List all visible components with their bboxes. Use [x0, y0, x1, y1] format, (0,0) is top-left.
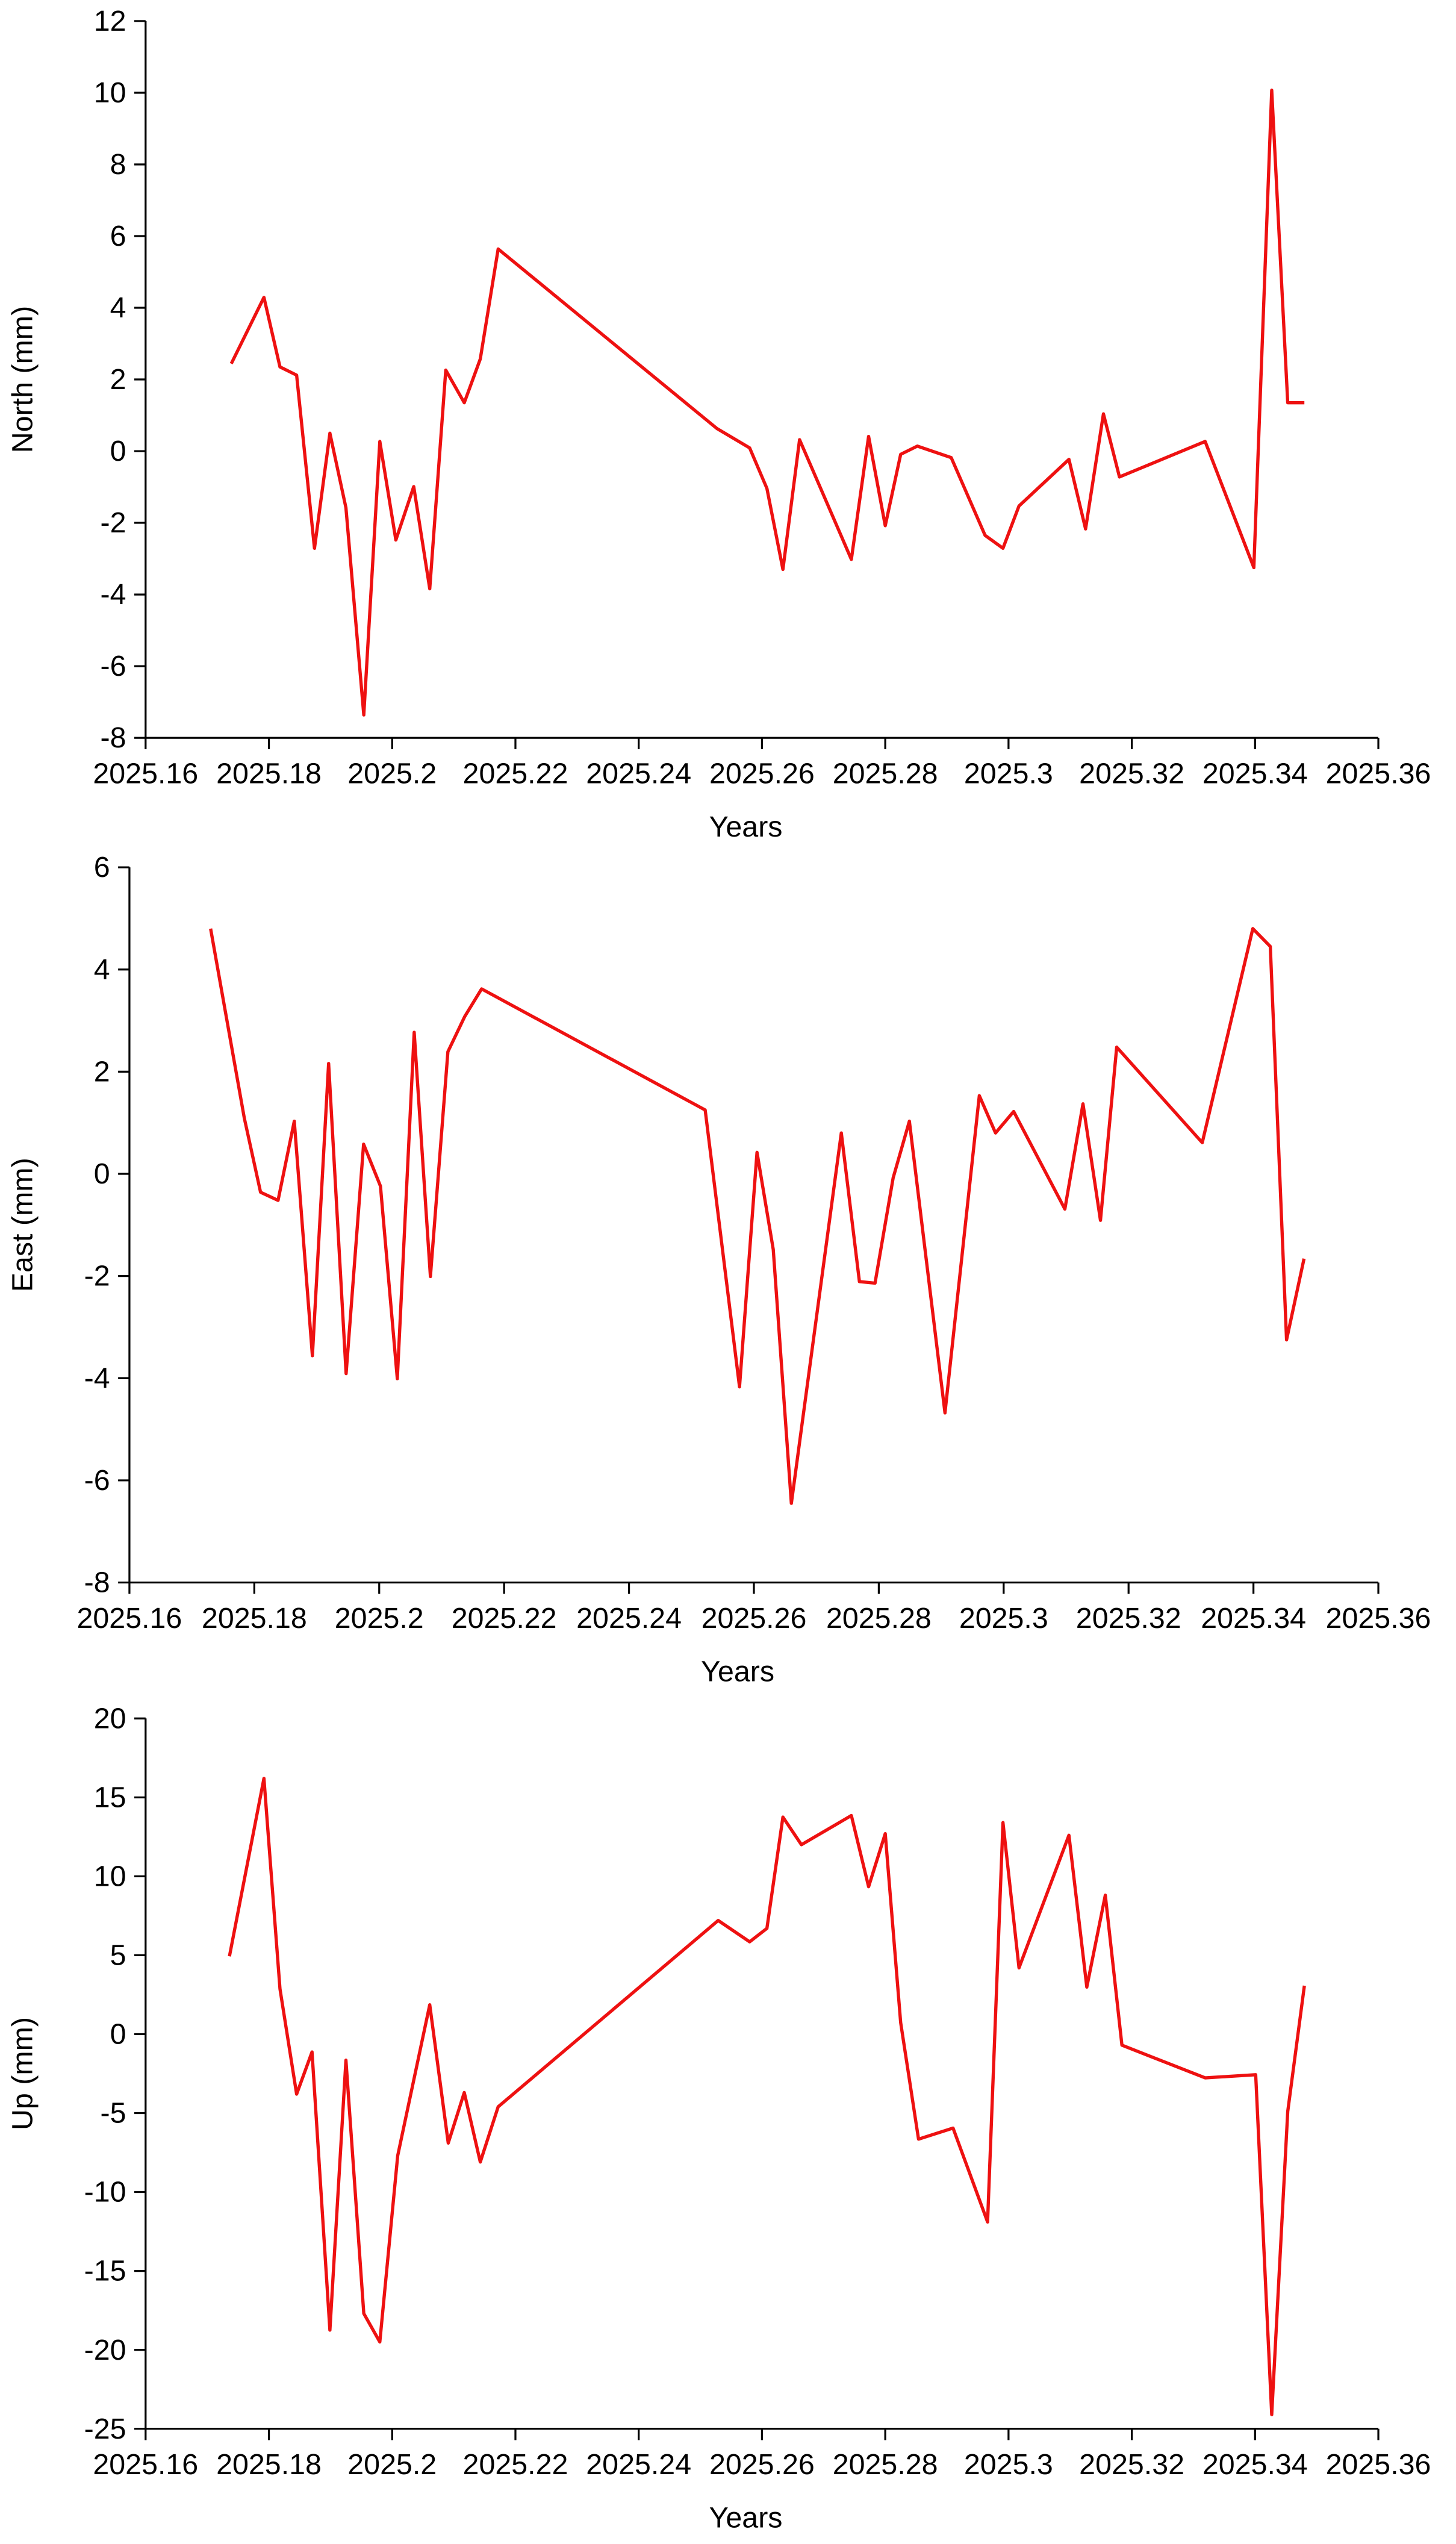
x-tick-label: 2025.16: [93, 2448, 198, 2481]
y-tick-label: 4: [110, 292, 126, 324]
x-tick-label: 2025.28: [833, 757, 938, 790]
y-tick-label: 2: [94, 1055, 110, 1088]
y-tick-label: -4: [101, 578, 126, 611]
x-tick-label: 2025.22: [452, 1602, 557, 1635]
y-tick-label: 12: [94, 5, 126, 37]
y-tick-label: 10: [94, 1860, 126, 1892]
y-tick-label: -5: [101, 2097, 126, 2130]
y-tick-label: 5: [110, 1939, 126, 1972]
y-tick-label: 15: [94, 1781, 126, 1813]
x-tick-label: 2025.36: [1326, 1602, 1431, 1635]
y-tick-label: 8: [110, 148, 126, 181]
y-tick-label: -8: [101, 722, 126, 754]
x-tick-label: 2025.28: [833, 2448, 938, 2481]
x-tick-label: 2025.32: [1079, 2448, 1184, 2481]
y-tick-label: -20: [84, 2334, 126, 2366]
x-tick-label: 2025.18: [216, 2448, 322, 2481]
y-tick-label: 4: [94, 953, 110, 986]
x-tick-label: 2025.3: [959, 1602, 1048, 1635]
x-tick-label: 2025.36: [1326, 2448, 1431, 2481]
y-tick-label: 6: [110, 220, 126, 252]
x-tick-label: 2025.22: [463, 757, 568, 790]
y-tick-label: 20: [94, 1702, 126, 1735]
x-tick-label: 2025.34: [1202, 2448, 1308, 2481]
y-tick-label: 2: [110, 363, 126, 396]
y-tick-label: 0: [110, 2018, 126, 2051]
x-tick-label: 2025.32: [1076, 1602, 1181, 1635]
y-tick-label: -15: [84, 2255, 126, 2287]
x-tick-label: 2025.26: [702, 1602, 807, 1635]
x-tick-label: 2025.18: [202, 1602, 307, 1635]
x-tick-label: 2025.34: [1201, 1602, 1306, 1635]
x-tick-label: 2025.26: [709, 2448, 815, 2481]
y-axis-title: East (mm): [7, 1158, 39, 1292]
x-tick-label: 2025.3: [964, 757, 1053, 790]
x-tick-label: 2025.26: [709, 757, 815, 790]
x-tick-label: 2025.34: [1202, 757, 1308, 790]
y-axis-title: Up (mm): [7, 2017, 39, 2130]
data-line: [229, 89, 1305, 717]
x-tick-label: 2025.2: [347, 2448, 437, 2481]
y-tick-label: 0: [94, 1158, 110, 1190]
x-axis-title: Years: [709, 2502, 783, 2534]
y-tick-label: -25: [84, 2413, 126, 2445]
x-tick-label: 2025.16: [93, 757, 198, 790]
x-tick-label: 2025.16: [77, 1602, 182, 1635]
y-tick-label: -10: [84, 2176, 126, 2209]
x-tick-label: 2025.3: [964, 2448, 1053, 2481]
x-tick-label: 2025.22: [463, 2448, 568, 2481]
y-tick-label: -6: [101, 650, 126, 682]
x-tick-label: 2025.2: [335, 1602, 424, 1635]
y-tick-label: -2: [101, 507, 126, 539]
y-tick-label: 6: [94, 851, 110, 884]
y-tick-label: -4: [84, 1362, 110, 1394]
data-line: [209, 927, 1306, 1505]
x-tick-label: 2025.2: [347, 757, 437, 790]
y-tick-label: -6: [84, 1464, 110, 1497]
x-tick-label: 2025.32: [1079, 757, 1184, 790]
x-axis-title: Years: [701, 1655, 774, 1688]
y-axis-title: North (mm): [7, 306, 39, 453]
x-tick-label: 2025.24: [576, 1602, 682, 1635]
y-tick-label: -2: [84, 1260, 110, 1292]
x-tick-label: 2025.36: [1326, 757, 1431, 790]
x-axis-title: Years: [709, 811, 783, 843]
y-tick-label: -8: [84, 1567, 110, 1599]
x-tick-label: 2025.28: [826, 1602, 932, 1635]
y-tick-label: 10: [94, 76, 126, 109]
x-tick-label: 2025.18: [216, 757, 322, 790]
data-line: [228, 1777, 1306, 2416]
x-tick-label: 2025.24: [586, 2448, 691, 2481]
x-tick-label: 2025.24: [586, 757, 691, 790]
y-tick-label: 0: [110, 435, 126, 467]
